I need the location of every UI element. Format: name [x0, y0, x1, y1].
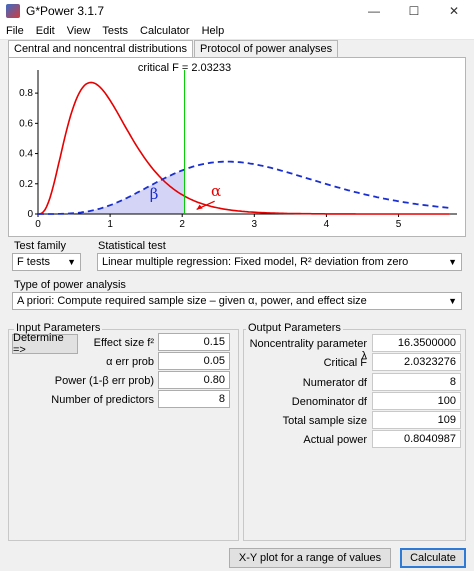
alpha-err-input[interactable]: 0.05	[158, 352, 230, 370]
power-label: Power (1-β err prob)	[54, 375, 154, 387]
chevron-down-icon: ▼	[448, 296, 457, 306]
test-family-select[interactable]: F tests ▼	[12, 253, 81, 271]
test-family-label: Test family	[14, 240, 66, 252]
denominator-df-label: Denominator df	[291, 396, 367, 408]
distribution-plot-panel: 0 1 2 3 4 5 0 0.2 0.4 0.6 0.8 critical F = 2.03233…	[8, 57, 466, 237]
test-family-value: F tests	[17, 256, 51, 268]
actual-power-value: 0.8040987	[372, 430, 461, 448]
statistical-test-value: Linear multiple regression: Fixed model,…	[102, 256, 409, 268]
close-button[interactable]: ✕	[448, 4, 460, 18]
minimize-button[interactable]: —	[368, 4, 380, 18]
input-parameters-panel	[8, 329, 239, 541]
critical-f-label: Critical F	[323, 357, 367, 369]
tab-distributions[interactable]: Central and noncentral distributions	[8, 40, 194, 58]
alpha-symbol: α	[211, 182, 221, 200]
power-input[interactable]: 0.80	[158, 371, 230, 389]
menu-view[interactable]: View	[66, 24, 91, 37]
xy-plot-button[interactable]: X-Y plot for a range of values	[229, 548, 391, 568]
x-tick-label: 3	[252, 219, 258, 230]
actual-power-label: Actual power	[303, 434, 367, 446]
y-tick-label: 0	[27, 209, 33, 220]
tab-protocol[interactable]: Protocol of power analyses	[194, 40, 339, 57]
alpha-arrowhead	[196, 204, 203, 210]
x-tick-label: 5	[396, 219, 402, 230]
tab-strip: Central and noncentral distributions Pro…	[8, 40, 339, 58]
maximize-button[interactable]: ☐	[408, 4, 420, 18]
numerator-df-label: Numerator df	[302, 377, 367, 389]
title-bar: G*Power 3.1.7 — ☐ ✕	[0, 0, 474, 22]
denominator-df-value: 100	[372, 392, 461, 410]
statistical-test-select[interactable]: Linear multiple regression: Fixed model,…	[97, 253, 462, 271]
noncentral-distribution-curve	[38, 160, 450, 215]
x-tick-label: 0	[35, 219, 41, 230]
analysis-type-label: Type of power analysis	[14, 279, 126, 291]
menu-help[interactable]: Help	[201, 24, 225, 37]
input-parameters-title: Input Parameters	[14, 322, 103, 334]
y-tick-label: 0.4	[19, 149, 33, 160]
analysis-type-select[interactable]: A priori: Compute required sample size –…	[12, 292, 462, 310]
determine-button[interactable]: Determine =>	[12, 332, 78, 356]
numerator-df-value: 8	[372, 373, 461, 391]
noncentrality-value: 16.3500000	[372, 334, 461, 352]
menu-file[interactable]: File	[6, 24, 24, 37]
y-tick-label: 0.8	[19, 88, 33, 99]
effect-size-label: Effect size f²	[93, 337, 154, 349]
critical-f-value: 2.0323276	[372, 353, 461, 371]
output-parameters-panel	[243, 329, 466, 541]
noncentrality-label: Noncentrality parameter λ	[249, 338, 367, 362]
alpha-err-label: α err prob	[106, 356, 154, 368]
x-tick-label: 4	[324, 219, 330, 230]
predictors-input[interactable]: 8	[158, 390, 230, 408]
x-tick-label: 2	[179, 219, 185, 230]
menu-edit[interactable]: Edit	[35, 24, 55, 37]
x-tick-label: 1	[107, 219, 113, 230]
menu-tests[interactable]: Tests	[102, 24, 129, 37]
chevron-down-icon: ▼	[448, 257, 457, 267]
menu-bar: File Edit View Tests Calculator Help	[0, 22, 474, 40]
distribution-plot: 0 1 2 3 4 5 0 0.2 0.4 0.6 0.8 critical F = 2.03233…	[19, 62, 457, 230]
app-icon	[6, 4, 20, 18]
total-sample-size-value: 109	[372, 411, 461, 429]
critical-value-label: critical F = 2.03233	[138, 62, 231, 74]
y-tick-label: 0.2	[19, 179, 33, 190]
predictors-label: Number of predictors	[51, 394, 154, 406]
output-parameters-title: Output Parameters	[246, 322, 343, 334]
effect-size-input[interactable]: 0.15	[158, 333, 230, 351]
beta-area	[38, 169, 185, 214]
y-tick-label: 0.6	[19, 118, 33, 129]
menu-calculator[interactable]: Calculator	[140, 24, 190, 37]
analysis-type-value: A priori: Compute required sample size –…	[17, 295, 367, 307]
beta-symbol: β	[150, 185, 159, 203]
total-sample-size-label: Total sample size	[282, 415, 367, 427]
calculate-button[interactable]: Calculate	[400, 548, 466, 568]
chevron-down-icon: ▼	[67, 257, 76, 267]
statistical-test-label: Statistical test	[98, 240, 166, 252]
central-distribution-curve	[37, 81, 449, 215]
window-title: G*Power 3.1.7	[26, 4, 105, 18]
